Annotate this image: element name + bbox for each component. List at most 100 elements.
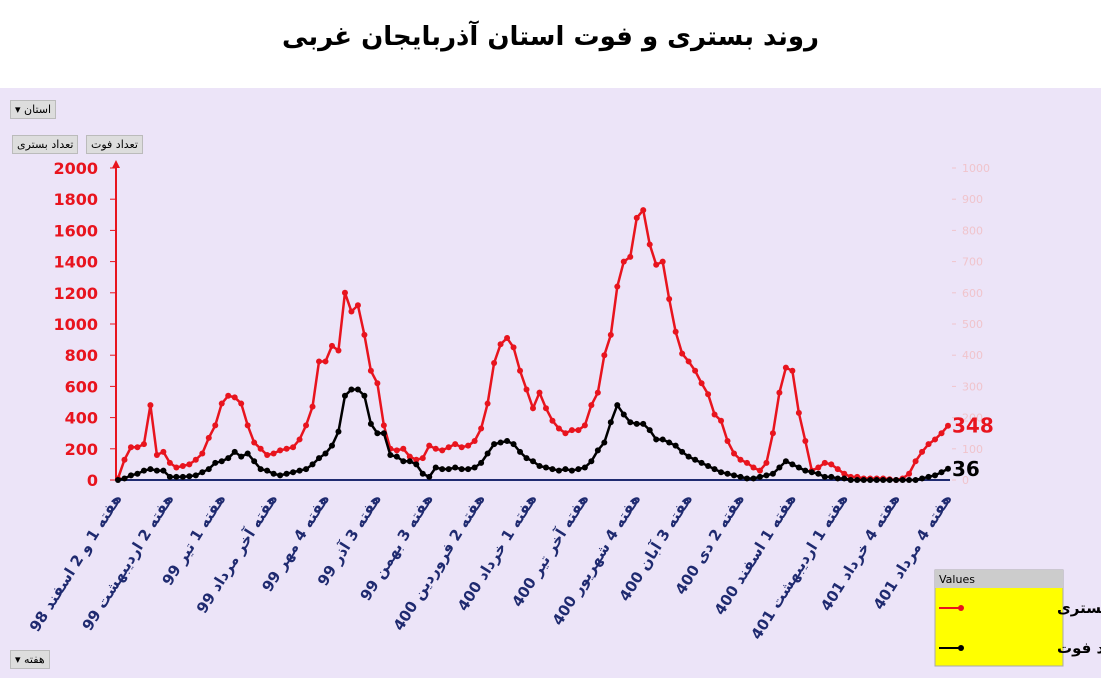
point (821, 473, 828, 480)
week-filter[interactable]: هفته ▾ (10, 650, 50, 669)
point (121, 456, 128, 463)
point (932, 472, 939, 479)
y2-tick-label: 800 (962, 224, 983, 237)
point (426, 442, 433, 449)
point (640, 207, 647, 214)
point (919, 475, 926, 482)
point (815, 464, 822, 471)
value-button[interactable]: تعداد بستری (12, 135, 79, 154)
point (834, 466, 841, 473)
point (614, 402, 621, 409)
point (705, 462, 712, 469)
point (536, 389, 543, 396)
point (938, 469, 945, 476)
point (251, 439, 258, 446)
point (296, 436, 303, 443)
point (160, 467, 167, 474)
point (692, 367, 699, 374)
point (387, 452, 394, 459)
point (912, 477, 919, 483)
point (205, 434, 212, 441)
point (763, 472, 770, 479)
point (478, 459, 485, 466)
point (134, 444, 141, 451)
point (530, 405, 536, 412)
y-tick-label: 600 (65, 377, 98, 396)
point (264, 467, 271, 474)
point (225, 455, 232, 462)
point (782, 364, 789, 371)
point (348, 386, 355, 393)
point (542, 464, 549, 471)
y-tick-label: 400 (65, 409, 98, 428)
point (659, 436, 666, 443)
point (685, 453, 692, 460)
point (517, 367, 524, 374)
point (406, 458, 413, 465)
point (724, 438, 731, 444)
point (264, 452, 271, 459)
point (802, 438, 809, 444)
point (186, 461, 193, 468)
point (530, 458, 536, 465)
point (932, 436, 939, 443)
point (614, 283, 621, 290)
point (115, 477, 121, 483)
point (127, 444, 134, 451)
point (296, 467, 303, 474)
point (445, 466, 452, 473)
point (393, 447, 400, 454)
point (348, 308, 355, 315)
point (646, 241, 653, 248)
point (504, 335, 511, 342)
point (419, 470, 426, 477)
point (290, 469, 297, 476)
point (510, 441, 517, 448)
legend-swatch-point (958, 645, 964, 651)
point (173, 464, 180, 471)
legend-swatch-point (958, 605, 964, 611)
point (341, 289, 348, 296)
point (795, 464, 802, 471)
point (789, 367, 796, 374)
point (633, 214, 640, 221)
point (523, 386, 530, 393)
point (581, 464, 588, 471)
point (711, 466, 718, 473)
point (549, 417, 556, 424)
point (705, 391, 712, 398)
y-tick-label: 1800 (53, 190, 98, 209)
point (192, 456, 199, 463)
point (925, 473, 932, 480)
point (640, 420, 647, 427)
point (607, 419, 614, 426)
point (510, 344, 517, 351)
point (737, 456, 744, 463)
point (679, 350, 686, 357)
point (341, 392, 348, 399)
point (594, 447, 601, 454)
point (588, 458, 595, 465)
point (238, 400, 245, 407)
point (153, 452, 160, 459)
point (471, 438, 478, 444)
point (549, 466, 556, 473)
point (160, 448, 167, 455)
province-filter[interactable]: استان ▾ (10, 100, 57, 119)
point (873, 477, 880, 483)
point (828, 461, 835, 468)
point (140, 467, 147, 474)
point (380, 430, 387, 437)
point (756, 467, 763, 474)
point (218, 400, 225, 407)
point (627, 419, 634, 426)
point (354, 386, 361, 393)
point (309, 461, 316, 468)
y-tick-label: 1400 (53, 253, 98, 272)
point (633, 420, 640, 427)
value-button[interactable]: تعداد فوت (86, 135, 143, 154)
point (601, 439, 608, 446)
y2-tick-label: 700 (962, 256, 983, 269)
point (893, 477, 900, 483)
point (497, 439, 504, 446)
